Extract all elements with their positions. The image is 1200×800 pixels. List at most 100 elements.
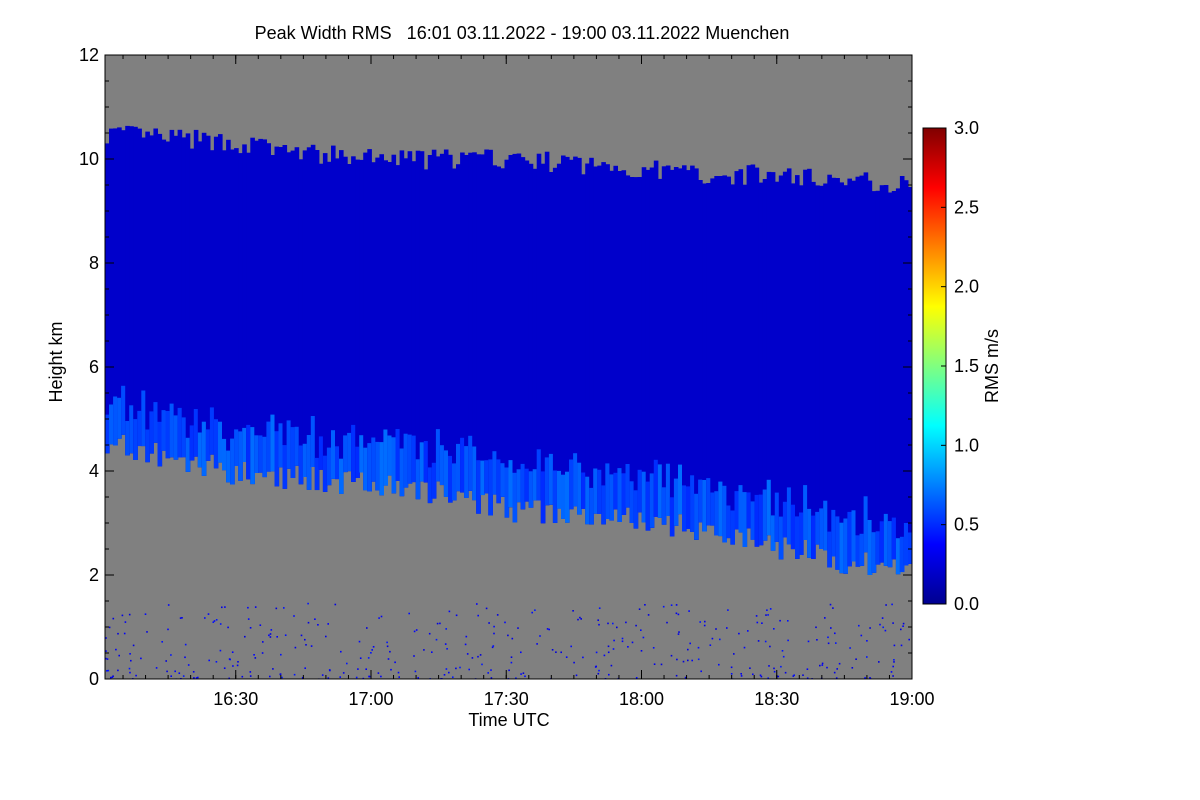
cloud-base-turbulence — [367, 443, 372, 492]
low-level-return — [652, 647, 655, 649]
cloud-base-turbulence — [431, 462, 437, 499]
cloud-layer-column — [351, 156, 356, 483]
cloud-base-turbulence — [189, 425, 195, 461]
cloud-layer-column — [129, 126, 134, 454]
cloud-base-turbulence — [908, 532, 912, 564]
cloud-base-turbulence — [722, 485, 727, 543]
cloud-base-turbulence — [516, 469, 522, 503]
cloud-base-turbulence — [520, 463, 526, 510]
cloud-layer-column — [343, 156, 348, 473]
cloud-base-turbulence — [871, 532, 877, 573]
cloud-base-turbulence — [213, 419, 219, 469]
low-level-return — [638, 608, 641, 610]
low-level-return — [435, 638, 438, 641]
low-level-return — [492, 645, 495, 647]
cloud-base-turbulence — [746, 492, 752, 529]
low-level-return — [106, 658, 109, 660]
cloud-layer-column — [730, 184, 735, 545]
low-level-return — [676, 658, 678, 661]
low-level-return — [372, 646, 375, 648]
cloud-layer-column — [403, 158, 409, 488]
cloud-base-turbulence — [282, 445, 288, 489]
low-level-return — [340, 650, 342, 653]
cloud-layer-column — [770, 172, 776, 551]
cloud-base-turbulence — [218, 421, 223, 463]
low-level-return — [358, 640, 361, 643]
cloud-layer-column — [209, 150, 215, 455]
low-level-return — [481, 663, 483, 666]
low-level-return — [687, 659, 689, 662]
y-tick-label: 0 — [89, 669, 99, 689]
low-level-return — [869, 627, 871, 629]
cloud-layer-column — [633, 177, 639, 529]
low-level-return — [773, 670, 776, 673]
cloud-layer-column — [419, 151, 425, 482]
x-tick-label: 16:30 — [213, 689, 258, 709]
low-level-return — [334, 603, 337, 606]
cloud-base-turbulence — [621, 473, 627, 515]
cloud-layer-column — [879, 185, 885, 563]
cloud-layer-column — [294, 147, 300, 466]
cloud-base-turbulence — [750, 501, 756, 540]
low-level-return — [414, 670, 417, 673]
low-level-return — [368, 675, 370, 678]
low-level-return — [864, 677, 866, 679]
cloud-base-turbulence — [391, 437, 397, 494]
cloud-layer-column — [726, 176, 731, 539]
cloud-layer-column — [169, 129, 175, 458]
low-level-return — [477, 655, 479, 658]
cloud-layer-column — [786, 168, 792, 545]
low-level-return — [759, 674, 762, 677]
cloud-layer-column — [213, 136, 219, 469]
low-level-return — [146, 631, 148, 633]
x-tick-label: 17:00 — [348, 689, 393, 709]
cloud-layer-column — [205, 135, 211, 461]
cloud-layer-column — [306, 147, 312, 490]
low-level-return — [769, 608, 772, 610]
cloud-layer-column — [573, 156, 578, 507]
cloud-base-turbulence — [540, 471, 546, 524]
low-level-return — [166, 670, 168, 673]
cloud-layer-column — [387, 162, 392, 476]
cloud-base-turbulence — [347, 432, 352, 472]
cloud-layer-column — [452, 168, 457, 501]
cloud-layer-column — [500, 168, 505, 497]
cloud-base-turbulence — [799, 512, 804, 555]
low-level-return — [627, 646, 629, 648]
cloud-layer-column — [431, 149, 437, 499]
low-level-return — [108, 626, 111, 629]
low-level-return — [221, 606, 223, 609]
cloud-layer-column — [653, 160, 659, 517]
low-level-return — [787, 620, 789, 622]
low-level-return — [760, 675, 763, 678]
low-level-return — [444, 643, 447, 645]
low-level-return — [768, 665, 770, 667]
low-level-return — [700, 670, 702, 673]
low-level-return — [617, 677, 620, 679]
low-level-return — [167, 604, 170, 606]
low-level-return — [124, 621, 127, 623]
cloud-layer-column — [435, 156, 441, 482]
low-level-return — [187, 664, 190, 666]
cloud-layer-column — [105, 143, 110, 454]
low-level-return — [117, 632, 119, 635]
cloud-layer-column — [581, 174, 586, 509]
cloud-layer-column — [367, 149, 372, 492]
low-level-return — [377, 672, 380, 674]
low-level-return — [436, 622, 439, 625]
cloud-base-turbulence — [782, 501, 788, 538]
low-level-return — [204, 617, 206, 619]
cloud-base-turbulence — [899, 536, 905, 573]
cloud-base-turbulence — [556, 470, 562, 509]
low-level-return — [565, 656, 568, 658]
low-level-return — [743, 646, 746, 649]
cloud-base-turbulence — [807, 508, 812, 558]
cloud-layer-column — [552, 167, 558, 523]
low-level-return — [697, 646, 700, 649]
low-level-return — [491, 646, 494, 649]
colorbar-tick-label: 2.5 — [954, 197, 979, 217]
cloud-layer-column — [298, 159, 304, 485]
low-level-return — [555, 651, 557, 653]
low-level-return — [515, 677, 517, 679]
cloud-layer-column — [391, 154, 397, 494]
